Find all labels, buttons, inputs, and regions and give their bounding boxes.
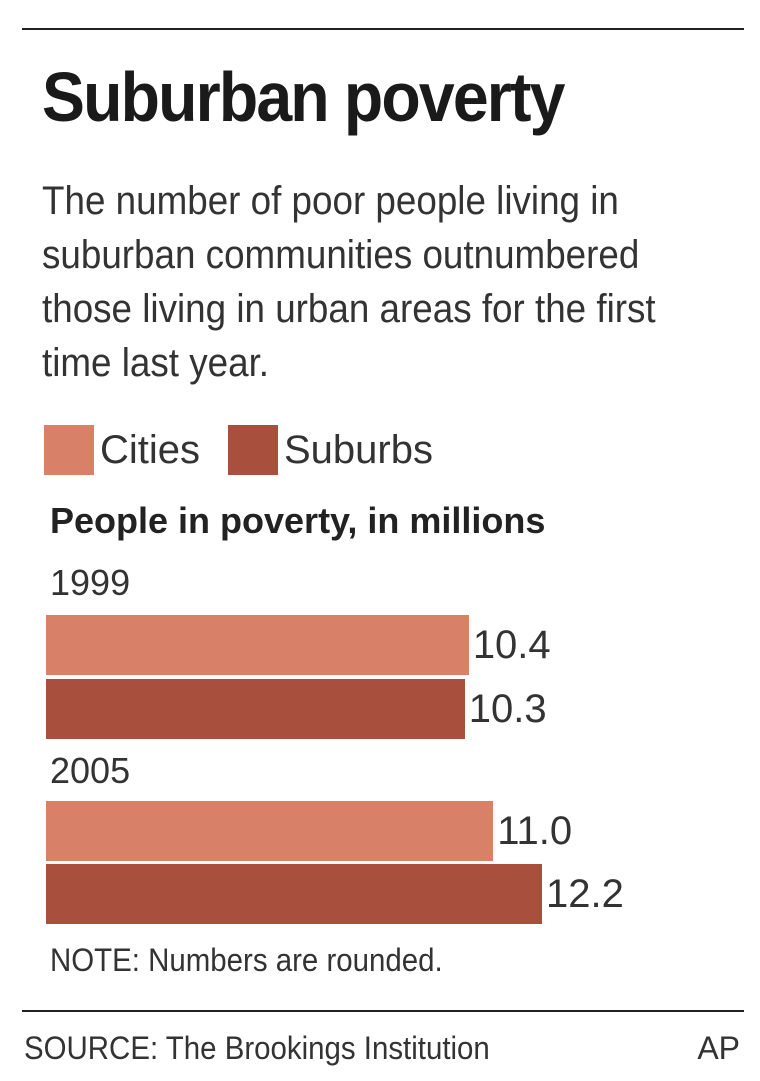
chart-title: Suburban poverty bbox=[42, 58, 565, 136]
legend-label-suburbs: Suburbs bbox=[284, 427, 433, 472]
legend-swatch-cities bbox=[44, 425, 94, 475]
legend-item-cities: Cities bbox=[44, 424, 200, 476]
category-label-1999: 1999 bbox=[50, 562, 131, 603]
chart-note: NOTE: Numbers are rounded. bbox=[50, 942, 443, 978]
source-line: SOURCE: The Brookings Institution bbox=[24, 1030, 490, 1066]
data-label-suburbs-2005: 12.2 bbox=[546, 872, 624, 916]
data-label-cities-1999: 10.4 bbox=[472, 623, 551, 667]
bar-suburbs-2005 bbox=[46, 864, 542, 924]
bar-cities-2005 bbox=[46, 801, 494, 861]
legend-item-suburbs: Suburbs bbox=[228, 424, 433, 476]
category-label-2005: 2005 bbox=[50, 750, 131, 791]
legend-label-cities: Cities bbox=[100, 427, 201, 472]
bar-cities-1999 bbox=[46, 615, 469, 675]
bottom-rule bbox=[22, 1010, 744, 1012]
credit-line: AP bbox=[697, 1030, 740, 1066]
top-rule bbox=[22, 28, 744, 30]
data-label-suburbs-1999: 10.3 bbox=[468, 687, 547, 731]
chart-subtitle: The number of poor people living in subu… bbox=[42, 179, 656, 385]
legend-swatch-suburbs bbox=[228, 425, 278, 475]
value-axis-label: People in poverty, in millions bbox=[50, 500, 546, 541]
data-label-cities-2005: 11.0 bbox=[497, 809, 573, 853]
bar-suburbs-1999 bbox=[46, 679, 465, 739]
